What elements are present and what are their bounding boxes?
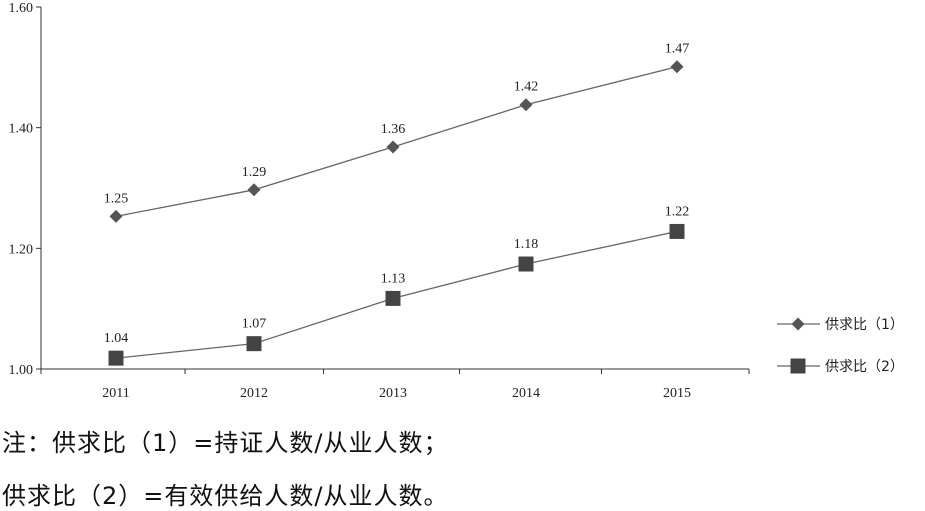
x-tick-label: 2015 (663, 386, 691, 401)
data-point-diamond (386, 140, 400, 154)
data-label: 1.04 (104, 331, 129, 346)
data-point-square (385, 290, 401, 306)
data-label: 1.25 (104, 191, 129, 206)
data-label: 1.18 (514, 237, 539, 252)
series-1: 1.25 1.29 1.36 1.42 1.47 (104, 42, 690, 223)
series-line (115, 66, 678, 217)
y-tick-label: 1.00 (9, 363, 34, 378)
data-point-diamond (109, 209, 123, 223)
data-label: 1.29 (242, 165, 267, 180)
chart-legend: 供求比（1） 供求比（2） (777, 317, 904, 375)
data-point-diamond (670, 60, 684, 74)
series-2: 1.04 1.07 1.13 1.18 1.22 (104, 204, 690, 366)
legend-label: 供求比（2） (825, 359, 904, 375)
legend-item-1: 供求比（1） (777, 317, 904, 333)
legend-label: 供求比（1） (825, 317, 904, 333)
data-label: 1.22 (665, 204, 690, 219)
legend-diamond-icon (791, 317, 805, 331)
data-label: 1.13 (381, 271, 406, 286)
data-point-diamond (519, 98, 533, 112)
data-point-square (518, 256, 534, 272)
x-tick-label: 2011 (102, 386, 129, 401)
y-tick-label: 1.60 (9, 1, 34, 16)
footnote-line-1: 注：供求比（1）=持证人数/从业人数； (2, 429, 449, 457)
tick-labels: 1.00 1.20 1.40 1.60 2011 2012 2013 2014 2015 (9, 1, 692, 401)
data-label: 1.07 (242, 317, 267, 332)
x-tick-label: 2014 (512, 386, 540, 401)
x-tick-label: 2013 (379, 386, 407, 401)
y-tick-label: 1.20 (9, 242, 34, 257)
data-label: 1.36 (381, 122, 406, 137)
legend-square-icon (790, 358, 806, 374)
y-tick-label: 1.40 (9, 122, 34, 137)
data-point-square (669, 223, 685, 239)
data-point-square (108, 350, 124, 366)
data-label: 1.42 (514, 80, 539, 95)
data-point-square (246, 336, 262, 352)
data-label: 1.47 (665, 42, 690, 57)
footnote-line-2: 供求比（2）=有效供给人数/从业人数。 (2, 482, 449, 510)
chart-series: 1.25 1.29 1.36 1.42 1.47 1.04 1.07 1.13 1.18 1.22 (104, 42, 690, 366)
chart-axes (36, 6, 750, 374)
x-tick-label: 2012 (240, 386, 268, 401)
legend-item-2: 供求比（2） (777, 358, 904, 375)
data-point-diamond (247, 183, 261, 197)
line-chart: 1.00 1.20 1.40 1.60 2011 2012 2013 2014 2015 1.2… (9, 1, 904, 401)
